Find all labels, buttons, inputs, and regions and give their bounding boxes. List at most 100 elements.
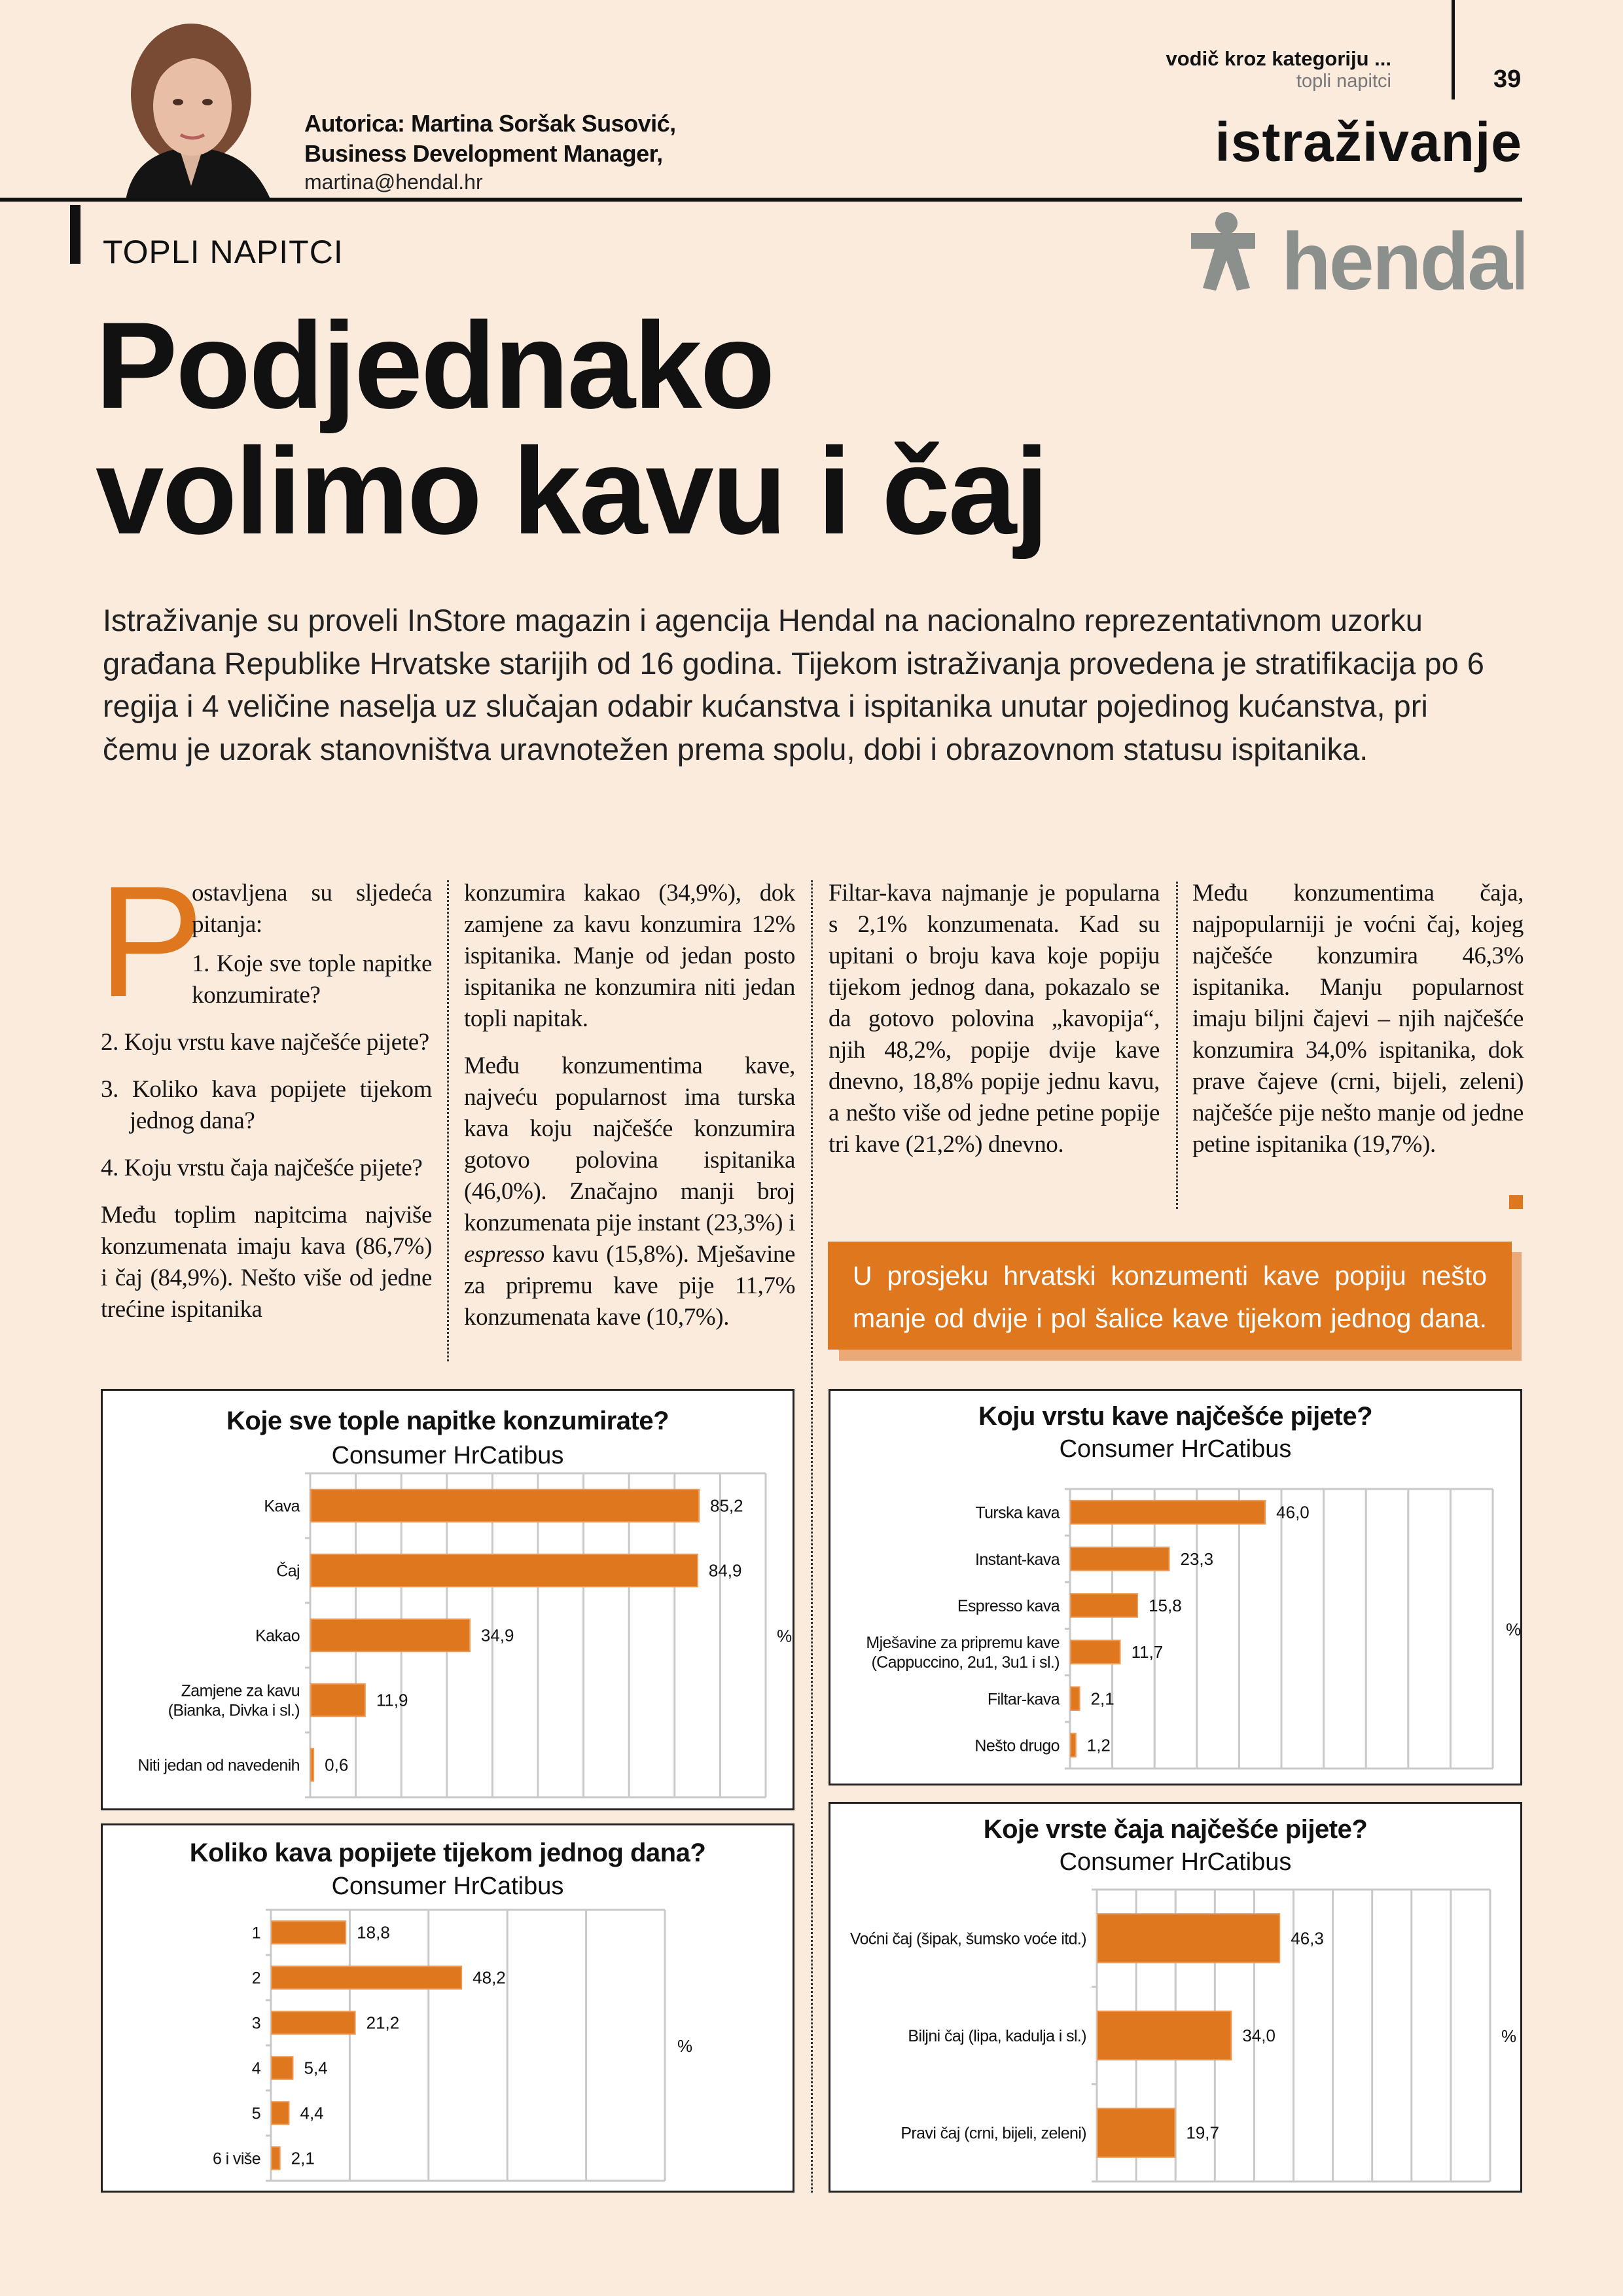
- category-label-line: Espresso kava: [957, 1597, 1060, 1615]
- category-label: Filtar-kava: [988, 1690, 1060, 1708]
- value-label: 23,3: [1181, 1549, 1214, 1569]
- category-label-line: 3: [252, 2015, 260, 2033]
- category-label: 3: [252, 2015, 260, 2033]
- question-4: 4. Koju vrstu čaja najčešće pijete?: [101, 1155, 423, 1181]
- unit-label: %: [1506, 1620, 1520, 1640]
- header-divider: [1452, 0, 1455, 99]
- intro-paragraph: Istraživanje su proveli InStore magazin …: [103, 603, 1484, 766]
- value-label: 34,9: [481, 1626, 514, 1645]
- section-title: istraživanje: [1215, 111, 1522, 173]
- value-label: 21,2: [366, 2013, 400, 2033]
- bar: [1097, 2108, 1176, 2158]
- category-label: 4: [252, 2060, 261, 2078]
- chart-tea-types: Koje vrste čaja najčešće pijete? Consume…: [829, 1802, 1522, 2193]
- category-label-line: Kava: [264, 1498, 300, 1516]
- chart-title: Koliko kava popijete tijekom jednog dana…: [189, 1839, 706, 1867]
- value-label: 2,1: [1091, 1689, 1115, 1708]
- chart-title: Koju vrstu kave najčešće pijete?: [978, 1402, 1373, 1431]
- bar: [310, 1748, 315, 1782]
- category-label: 6 i više: [213, 2150, 260, 2168]
- value-label: 11,7: [1132, 1642, 1164, 1662]
- category-label-line: Mješavine za pripremu kave: [866, 1634, 1060, 1652]
- category-label: Kava: [264, 1498, 300, 1516]
- value-label: 48,2: [473, 1968, 506, 1988]
- value-label: 46,3: [1291, 1928, 1324, 1948]
- headline-line-2: volimo kavu i čaj: [96, 422, 1049, 560]
- col1-intro: ostavljena su sljedeća pitanja:: [192, 880, 432, 938]
- body-column-4: Među konzumentima čaja, najpopularniji j…: [1192, 878, 1524, 1176]
- bar: [310, 1683, 366, 1717]
- header-rule: [0, 198, 1522, 202]
- bar: [271, 1965, 463, 1990]
- author-email[interactable]: martina@hendal.hr: [304, 170, 483, 194]
- bar: [1097, 1913, 1281, 1964]
- column-divider: [811, 880, 813, 2193]
- pull-quote: U prosjeku hrvatski konzumenti kave popi…: [828, 1242, 1512, 1350]
- question-2: 2. Koju vrstu kave najčešće pijete?: [101, 1029, 429, 1056]
- value-label: 46,0: [1276, 1503, 1310, 1522]
- col2-paragraph-2: Među konzumentima kave, najveću popularn…: [464, 1050, 795, 1333]
- category-label: 1: [252, 1924, 260, 1943]
- unit-label: %: [677, 2036, 692, 2056]
- chart-subtitle: Consumer HrCatibus: [331, 1442, 564, 1469]
- chart-subtitle: Consumer HrCatibus: [331, 1873, 564, 1900]
- category-label-line: (Cappuccino, 2u1, 3u1 i sl.): [871, 1653, 1060, 1672]
- page-number: 39: [1493, 65, 1522, 93]
- bar: [310, 1488, 700, 1523]
- chart-subtitle: Consumer HrCatibus: [1059, 1848, 1292, 1876]
- category-marker: [70, 205, 80, 264]
- col2-paragraph-1: konzumira kakao (34,9%), dok zamjene za …: [464, 880, 795, 1032]
- value-label: 15,8: [1149, 1596, 1182, 1615]
- category-label-line: 4: [252, 2060, 261, 2078]
- category-label: Nešto drugo: [974, 1736, 1060, 1755]
- category-label: Espresso kava: [957, 1597, 1060, 1615]
- chart-cups-per-day: Koliko kava popijete tijekom jednog dana…: [101, 1823, 794, 2193]
- headline-line-1: Podjednako: [96, 296, 775, 434]
- bar: [1097, 2010, 1232, 2061]
- section-kicker: vodič kroz kategoriju ... topli napitci: [1166, 47, 1391, 92]
- col3-paragraph: Filtar-kava najmanje je popularna s 2,1%…: [829, 880, 1160, 1158]
- category-label-line: Pravi čaj (crni, bijeli, zeleni): [901, 2125, 1086, 2143]
- chart-plot: 85,2 Kava 84,9 Čaj 34,9 Kakao 11,9 Zamjene za k…: [137, 1472, 792, 1799]
- body-column-3: Filtar-kava najmanje je popularna s 2,1%…: [829, 878, 1160, 1176]
- logo-text: hendal: [1281, 217, 1524, 295]
- headline: Podjednako volimo kavu i čaj: [96, 296, 1049, 560]
- category-label: Instant-kava: [975, 1551, 1060, 1569]
- category-label: Mješavine za pripremu kave (Cappuccino, 2…: [866, 1634, 1060, 1672]
- category-label-line: Biljni čaj (lipa, kadulja i sl.): [908, 2027, 1086, 2045]
- category-label-line: Kakao: [255, 1627, 300, 1645]
- category-label-line: Filtar-kava: [988, 1690, 1060, 1708]
- col4-paragraph: Među konzumentima čaja, najpopularniji j…: [1192, 880, 1524, 1158]
- category-label-line: 5: [252, 2105, 260, 2123]
- italic-term: espresso: [464, 1241, 544, 1268]
- chart-title: Koje vrste čaja najčešće pijete?: [983, 1815, 1368, 1844]
- author-photo: [126, 24, 271, 200]
- bar: [271, 2146, 281, 2170]
- question-3: 3. Koliko kava popijete tijekom jednog d…: [101, 1076, 432, 1134]
- author-role: Business Development Manager,: [304, 140, 663, 167]
- body-column-2: konzumira kakao (34,9%), dok zamjene za …: [464, 878, 795, 1349]
- category-label: TOPLI NAPITCI: [103, 234, 344, 270]
- category-label-line: 2: [252, 1969, 260, 1988]
- category-label-line: 6 i više: [213, 2150, 260, 2168]
- category-label-line: Instant-kava: [975, 1551, 1060, 1569]
- value-label: 19,7: [1186, 2123, 1219, 2143]
- column-divider: [1176, 882, 1178, 1209]
- bar: [1070, 1640, 1121, 1664]
- kicker-title: vodič kroz kategoriju ...: [1166, 47, 1391, 70]
- chart-plot: 46,3 Voćni čaj (šipak, šumsko voće itd.) 3…: [850, 1888, 1516, 2183]
- category-label: Čaj: [276, 1562, 300, 1581]
- bar: [1070, 1546, 1170, 1571]
- category-label-line: Zamjene za kavu: [181, 1682, 300, 1700]
- unit-label: %: [777, 1626, 792, 1646]
- value-label: 18,8: [357, 1923, 390, 1943]
- body-column-1: ostavljena su sljedeća pitanja: 1. Koje …: [101, 878, 432, 1341]
- value-label: 4,4: [300, 2104, 323, 2123]
- bar: [310, 1553, 698, 1588]
- value-label: 85,2: [710, 1496, 743, 1516]
- bar: [1070, 1686, 1080, 1712]
- category-label: Turska kava: [975, 1504, 1060, 1522]
- bar: [1070, 1499, 1266, 1525]
- category-label-line: Čaj: [276, 1562, 300, 1581]
- person-icon: [1191, 212, 1255, 291]
